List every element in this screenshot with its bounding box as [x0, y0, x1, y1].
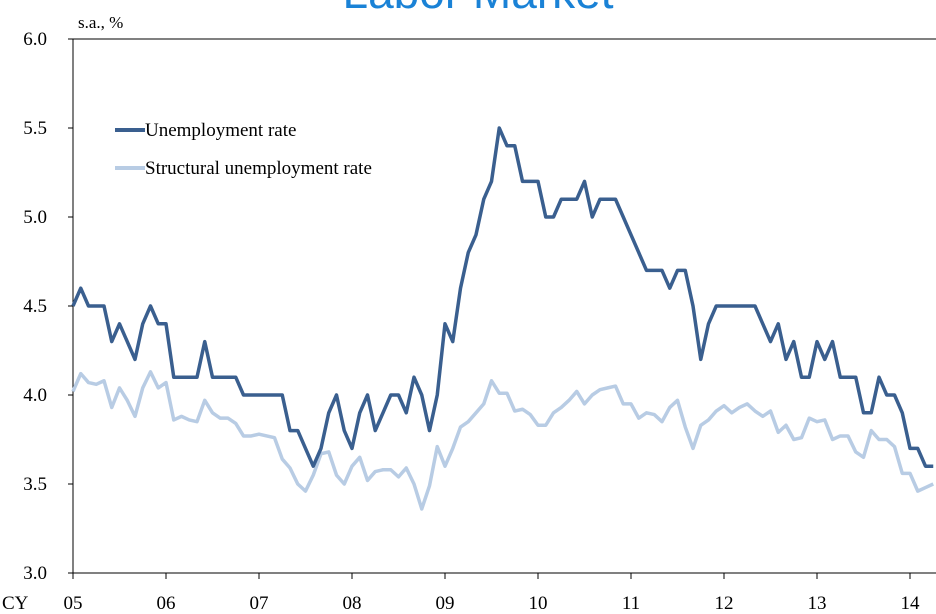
y-axis-label: s.a., % [78, 13, 123, 32]
x-tick-label: 09 [436, 593, 455, 614]
x-tick-label: 07 [250, 593, 269, 614]
x-tick-label: 06 [157, 593, 176, 614]
legend-label: Structural unemployment rate [145, 158, 372, 179]
y-tick-label: 4.0 [23, 385, 47, 406]
x-tick-label: 13 [808, 593, 827, 614]
x-tick-label: 11 [622, 593, 640, 614]
y-tick-label: 5.0 [23, 207, 47, 228]
series-line [71, 370, 934, 511]
x-axis-label: CY [2, 593, 29, 614]
series-line [71, 126, 934, 468]
x-tick-label: 12 [715, 593, 734, 614]
x-tick-label: 08 [343, 593, 362, 614]
x-tick-label: 10 [529, 593, 548, 614]
y-tick-label: 5.5 [23, 118, 47, 139]
y-tick-label: 3.5 [23, 474, 47, 495]
x-tick-label: 14 [901, 593, 921, 614]
x-tick-label: 05 [64, 593, 83, 614]
y-tick-label: 4.5 [23, 296, 47, 317]
y-tick-label: 6.0 [23, 29, 47, 50]
y-tick-label: 3.0 [23, 563, 47, 584]
legend-label: Unemployment rate [145, 120, 296, 141]
chart-title: Labor Market [342, 0, 613, 18]
